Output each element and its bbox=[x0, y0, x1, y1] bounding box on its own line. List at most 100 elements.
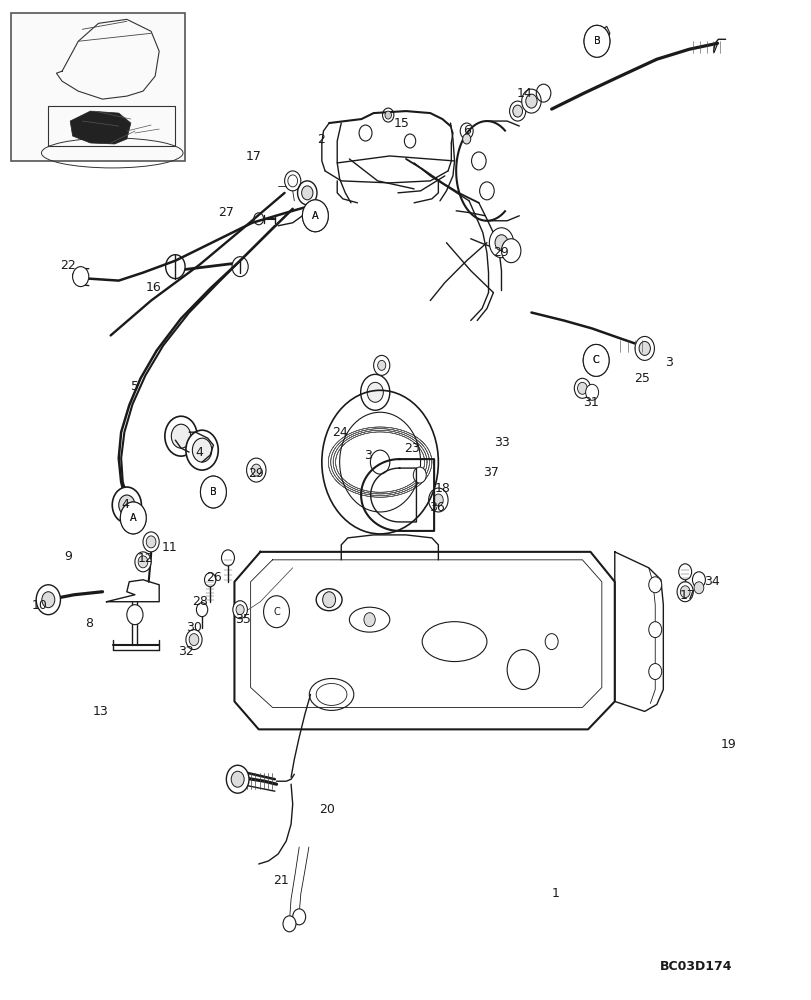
Circle shape bbox=[544, 634, 557, 650]
Circle shape bbox=[634, 336, 654, 360]
Circle shape bbox=[247, 458, 266, 482]
Text: B: B bbox=[210, 487, 217, 497]
Text: 5: 5 bbox=[131, 380, 139, 393]
Circle shape bbox=[204, 573, 216, 587]
Circle shape bbox=[363, 613, 375, 627]
Circle shape bbox=[231, 771, 244, 787]
Circle shape bbox=[507, 650, 539, 689]
Text: B: B bbox=[210, 487, 217, 497]
Text: 4: 4 bbox=[121, 498, 129, 511]
Text: 6: 6 bbox=[462, 124, 470, 137]
Circle shape bbox=[196, 603, 208, 617]
Text: 37: 37 bbox=[483, 466, 498, 479]
Text: 11: 11 bbox=[161, 541, 178, 554]
Circle shape bbox=[638, 341, 650, 355]
Polygon shape bbox=[70, 111, 131, 144]
Circle shape bbox=[221, 550, 234, 566]
Text: 27: 27 bbox=[218, 206, 234, 219]
Text: 7: 7 bbox=[710, 43, 719, 56]
Text: 15: 15 bbox=[393, 117, 410, 130]
Circle shape bbox=[42, 592, 54, 608]
Bar bbox=[11, 13, 185, 161]
Circle shape bbox=[251, 464, 261, 476]
Circle shape bbox=[509, 101, 525, 121]
Circle shape bbox=[462, 134, 470, 144]
Text: 12: 12 bbox=[137, 552, 153, 565]
Circle shape bbox=[585, 384, 598, 400]
Text: A: A bbox=[311, 211, 318, 221]
Circle shape bbox=[678, 564, 691, 580]
Circle shape bbox=[648, 622, 661, 638]
Text: 1: 1 bbox=[551, 887, 559, 900]
Text: A: A bbox=[130, 513, 136, 523]
Circle shape bbox=[384, 111, 391, 119]
Circle shape bbox=[165, 416, 197, 456]
Circle shape bbox=[513, 105, 522, 117]
Ellipse shape bbox=[349, 607, 389, 632]
Circle shape bbox=[135, 552, 151, 572]
Circle shape bbox=[583, 25, 609, 57]
Circle shape bbox=[582, 344, 608, 376]
Text: 29: 29 bbox=[493, 246, 508, 259]
Circle shape bbox=[433, 494, 443, 506]
Circle shape bbox=[118, 495, 135, 515]
Text: A: A bbox=[130, 513, 136, 523]
Circle shape bbox=[495, 235, 508, 251]
Text: 25: 25 bbox=[633, 372, 650, 385]
Circle shape bbox=[428, 488, 448, 512]
Text: 26: 26 bbox=[206, 571, 222, 584]
Text: 14: 14 bbox=[517, 87, 532, 100]
Circle shape bbox=[138, 556, 148, 568]
Text: 31: 31 bbox=[582, 396, 598, 409]
Circle shape bbox=[501, 239, 521, 263]
Text: 20: 20 bbox=[319, 803, 334, 816]
Circle shape bbox=[377, 360, 385, 370]
Circle shape bbox=[112, 487, 141, 523]
Text: 33: 33 bbox=[493, 436, 508, 449]
Circle shape bbox=[120, 502, 146, 534]
Circle shape bbox=[236, 605, 244, 615]
Circle shape bbox=[146, 536, 156, 548]
Circle shape bbox=[233, 601, 247, 619]
Text: 18: 18 bbox=[434, 482, 450, 495]
Text: 24: 24 bbox=[332, 426, 347, 439]
Circle shape bbox=[413, 467, 426, 483]
Text: 32: 32 bbox=[178, 645, 194, 658]
Text: 4: 4 bbox=[195, 446, 204, 459]
Text: B: B bbox=[593, 36, 599, 46]
Circle shape bbox=[573, 378, 590, 398]
Circle shape bbox=[577, 382, 586, 394]
Circle shape bbox=[322, 592, 335, 608]
Text: 36: 36 bbox=[428, 501, 444, 514]
Text: 2: 2 bbox=[317, 133, 324, 146]
Text: 10: 10 bbox=[32, 599, 47, 612]
Text: 21: 21 bbox=[272, 874, 288, 887]
Circle shape bbox=[521, 89, 540, 113]
Circle shape bbox=[302, 200, 328, 232]
Text: 13: 13 bbox=[92, 705, 108, 718]
Text: 34: 34 bbox=[703, 575, 719, 588]
Circle shape bbox=[680, 586, 689, 598]
Ellipse shape bbox=[315, 589, 341, 611]
Text: 17: 17 bbox=[679, 589, 695, 602]
Circle shape bbox=[232, 257, 248, 277]
Text: 9: 9 bbox=[64, 550, 71, 563]
Text: 17: 17 bbox=[246, 150, 261, 163]
Circle shape bbox=[648, 577, 661, 593]
Circle shape bbox=[302, 200, 328, 232]
Text: C: C bbox=[592, 355, 599, 365]
Text: 22: 22 bbox=[60, 259, 75, 272]
Circle shape bbox=[676, 582, 693, 602]
Text: 3: 3 bbox=[363, 449, 371, 462]
Circle shape bbox=[370, 450, 389, 474]
Circle shape bbox=[283, 916, 295, 932]
Circle shape bbox=[226, 765, 249, 793]
Text: 30: 30 bbox=[186, 621, 202, 634]
Circle shape bbox=[200, 476, 226, 508]
Circle shape bbox=[373, 355, 389, 375]
Text: 3: 3 bbox=[664, 356, 672, 369]
Circle shape bbox=[120, 502, 146, 534]
Circle shape bbox=[189, 634, 199, 646]
Circle shape bbox=[525, 94, 536, 108]
Circle shape bbox=[264, 596, 289, 628]
